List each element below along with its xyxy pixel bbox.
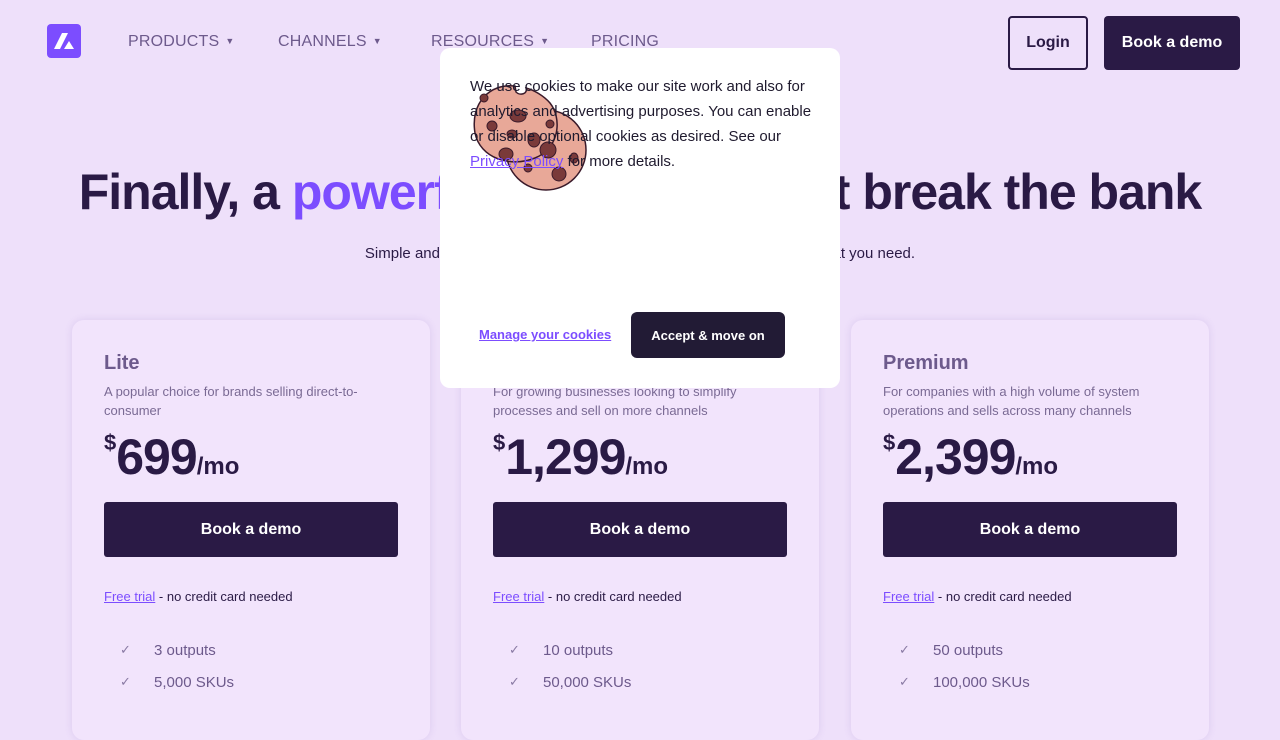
currency: $ (493, 430, 506, 455)
caret-down-icon: ▼ (372, 36, 382, 46)
cookie-text: We use cookies to make our site work and… (470, 78, 812, 145)
cookie-icon (473, 85, 587, 191)
plan-name: Lite (104, 352, 140, 374)
top-nav: PRODUCTS ▼ CHANNELS ▼ RESOURCES ▼ PRICING L… (0, 0, 1280, 86)
trial-text: - no credit card needed (155, 589, 293, 604)
currency: $ (104, 430, 117, 455)
logo[interactable] (47, 24, 81, 58)
feature-label: 10 outputs (543, 641, 614, 659)
feature-label: 5,000 SKUs (154, 673, 235, 691)
feature-list: ✓ 50 outputs ✓ 100,000 SKUs (883, 634, 1177, 698)
nav-pricing[interactable]: PRICING (591, 33, 659, 51)
login-button[interactable]: Login (1008, 16, 1088, 70)
feature-list: ✓ 10 outputs ✓ 50,000 SKUs (493, 634, 787, 698)
book-demo-button[interactable]: Book a demo (493, 502, 787, 557)
page-title: Finally, a powerf t break the bank (0, 163, 1280, 221)
feature-item: ✓ 10 outputs (493, 634, 787, 666)
title-part: t break the bank (833, 164, 1202, 220)
check-icon: ✓ (509, 674, 520, 689)
plan-price: $2,399/mo (883, 428, 1177, 488)
currency: $ (883, 430, 896, 455)
check-icon: ✓ (120, 674, 131, 689)
cookie-message: We use cookies to make our site work and… (470, 74, 814, 174)
plan-card: For growing businesses looking to simpli… (461, 320, 819, 740)
check-icon: ✓ (120, 642, 131, 657)
price-amount: 699 (116, 429, 197, 485)
nav-label: RESOURCES (431, 33, 535, 50)
price-period: /mo (1015, 453, 1059, 480)
book-demo-button[interactable]: Book a demo (883, 502, 1177, 557)
price-period: /mo (196, 453, 240, 480)
nav-label: PRODUCTS (128, 33, 220, 50)
feature-list: ✓ 3 outputs ✓ 5,000 SKUs (104, 634, 398, 698)
title-highlight: powerf (291, 164, 451, 220)
trial-note: Free trial - no credit card needed (883, 589, 1177, 604)
plan-card: Lite A popular choice for brands selling… (72, 320, 430, 740)
feature-label: 3 outputs (154, 641, 216, 659)
trial-text: - no credit card needed (544, 589, 682, 604)
nav-label: PRICING (591, 33, 660, 50)
trial-note: Free trial - no credit card needed (493, 589, 787, 604)
subtitle-part: at you need. (832, 245, 916, 262)
check-icon: ✓ (899, 674, 910, 689)
feature-item: ✓ 100,000 SKUs (883, 666, 1177, 698)
plan-description: For companies with a high volume of syst… (883, 384, 1140, 418)
plan-description: A popular choice for brands selling dire… (104, 384, 358, 418)
price-period: /mo (625, 453, 669, 480)
book-demo-button[interactable]: Book a demo (104, 502, 398, 557)
free-trial-link[interactable]: Free trial (493, 589, 545, 604)
price-amount: 2,399 (895, 429, 1016, 485)
price-amount: 1,299 (505, 429, 626, 485)
caret-down-icon: ▼ (225, 36, 235, 46)
plan-price: $699/mo (104, 428, 398, 488)
free-trial-link[interactable]: Free trial (883, 589, 935, 604)
page-subtitle: Simple and a at you need. (0, 245, 1280, 262)
free-trial-link[interactable]: Free trial (104, 589, 156, 604)
manage-cookies-link[interactable]: Manage your cookies (479, 327, 612, 342)
nav-channels[interactable]: CHANNELS ▼ (278, 33, 382, 51)
title-part: Finally, a (78, 164, 292, 220)
accept-cookies-button[interactable]: Accept & move on (631, 312, 785, 358)
feature-item: ✓ 5,000 SKUs (104, 666, 398, 698)
nav-products[interactable]: PRODUCTS ▼ (128, 33, 235, 51)
cookie-text: for more details. (563, 153, 676, 170)
feature-item: ✓ 50 outputs (883, 634, 1177, 666)
feature-label: 100,000 SKUs (933, 673, 1030, 691)
check-icon: ✓ (509, 642, 520, 657)
caret-down-icon: ▼ (540, 36, 550, 46)
trial-note: Free trial - no credit card needed (104, 589, 398, 604)
plan-name: Premium (883, 352, 969, 374)
cookie-dialog: We use cookies to make our site work and… (440, 48, 840, 388)
book-demo-button[interactable]: Book a demo (1104, 16, 1240, 70)
privacy-policy-link[interactable]: Privacy Policy (470, 153, 564, 170)
feature-item: ✓ 3 outputs (104, 634, 398, 666)
feature-item: ✓ 50,000 SKUs (493, 666, 787, 698)
plan-card: Premium For companies with a high volume… (851, 320, 1209, 740)
feature-label: 50 outputs (933, 641, 1004, 659)
logo-icon (54, 33, 74, 49)
feature-label: 50,000 SKUs (543, 673, 632, 691)
check-icon: ✓ (899, 642, 910, 657)
trial-text: - no credit card needed (934, 589, 1072, 604)
nav-label: CHANNELS (278, 33, 367, 50)
plan-price: $1,299/mo (493, 428, 787, 488)
subtitle-part: Simple and a (364, 245, 453, 262)
nav-resources[interactable]: RESOURCES ▼ (431, 33, 549, 51)
plan-description: For growing businesses looking to simpli… (493, 384, 737, 418)
